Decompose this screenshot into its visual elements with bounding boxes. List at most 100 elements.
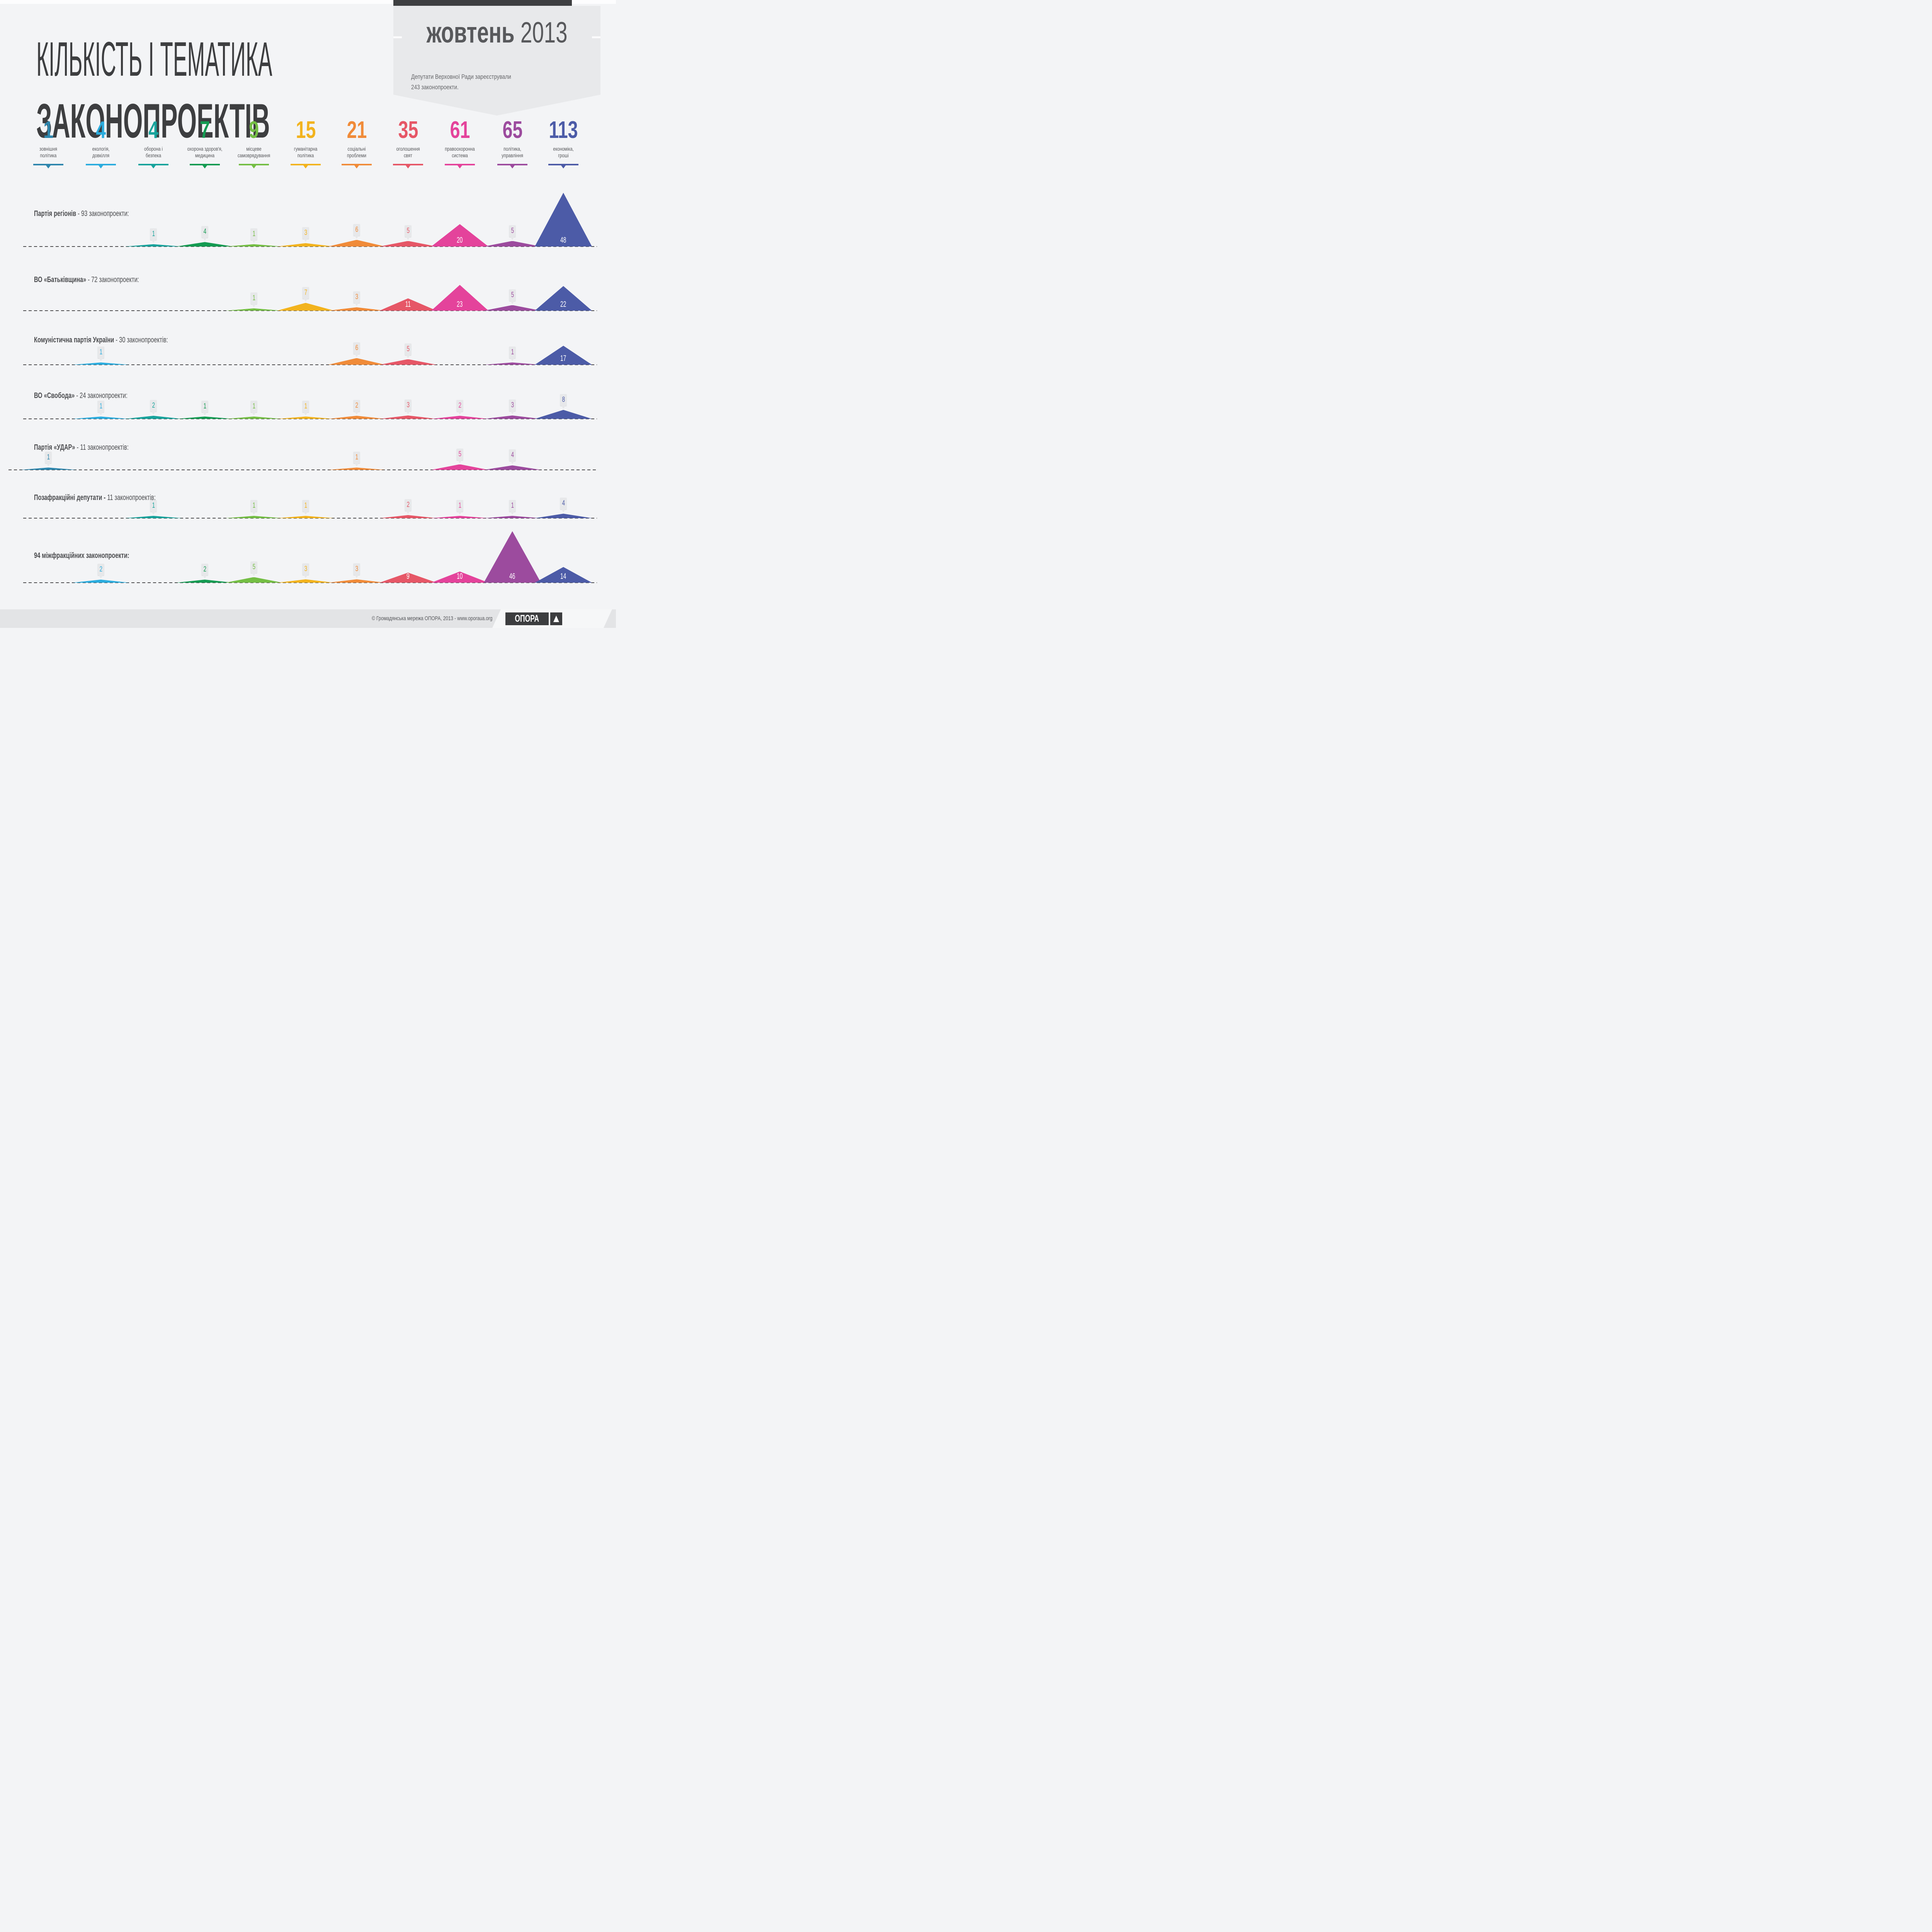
badge-notch-left bbox=[393, 36, 402, 38]
peak-оборонаі bbox=[125, 416, 182, 419]
peak-політика bbox=[484, 465, 541, 470]
row-baseline bbox=[23, 246, 597, 247]
peak-правоохоронна bbox=[431, 464, 488, 470]
peak-гуманітарна bbox=[277, 303, 334, 311]
category-pointer-icon bbox=[303, 165, 308, 168]
value-flag-body: 3 bbox=[303, 227, 309, 239]
legend-item-10: 65 політика, управління bbox=[481, 118, 543, 168]
category-count: 4 bbox=[96, 117, 106, 143]
value-flag: 1 bbox=[98, 401, 104, 415]
peak-правоохоронна bbox=[431, 416, 488, 419]
value-flag: 5 bbox=[405, 225, 411, 240]
value-flag-body: 4 bbox=[560, 498, 566, 510]
value-flag: 3 bbox=[303, 227, 309, 242]
value-flag-body: 1 bbox=[150, 228, 156, 240]
value-flag: 1 bbox=[45, 452, 51, 466]
value-flag: 3 bbox=[303, 563, 309, 578]
peak-оборонаі bbox=[125, 516, 182, 518]
value-flag-body: 1 bbox=[509, 347, 515, 358]
value-flag: 1 bbox=[251, 401, 257, 415]
row-baseline bbox=[9, 469, 597, 470]
category-underline bbox=[393, 164, 423, 165]
value-flag-body: 5 bbox=[509, 225, 515, 237]
value-flag-body: 3 bbox=[354, 291, 360, 303]
row-title-6: Позафракційні депутати - 11 законопроект… bbox=[34, 493, 156, 502]
category-count: 113 bbox=[549, 117, 578, 143]
value-flag: 1 bbox=[303, 401, 309, 415]
category-underline bbox=[497, 164, 527, 165]
peak-економіка bbox=[535, 514, 592, 518]
peak-оголошення bbox=[379, 359, 437, 365]
peak-місцеве bbox=[225, 577, 282, 583]
value-flag: 2 bbox=[405, 499, 411, 514]
date-badge: жовтень 2013 Депутати Верховної Ради зар… bbox=[393, 6, 600, 116]
legend-item-8: 35 оголошення свят bbox=[377, 118, 439, 168]
peak-value: 20 bbox=[457, 236, 463, 245]
row-baseline bbox=[23, 582, 597, 583]
value-flag: 4 bbox=[202, 226, 208, 241]
category-label: соціальні проблеми bbox=[347, 146, 366, 158]
value-flag: 2 bbox=[150, 400, 156, 415]
category-label: політика, управління bbox=[502, 146, 523, 158]
value-flag-body: 1 bbox=[354, 452, 360, 463]
value-flag-body: 5 bbox=[457, 448, 463, 460]
value-flag-body: 2 bbox=[98, 564, 104, 575]
footer: © Громадянська мережа ОПОРА, 2013 - www.… bbox=[0, 609, 616, 628]
category-pointer-icon bbox=[354, 165, 359, 168]
category-count: 1 bbox=[43, 117, 53, 143]
category-pointer-icon bbox=[561, 165, 566, 168]
peak-value: 46 bbox=[509, 572, 515, 581]
value-flag-body: 6 bbox=[354, 342, 360, 354]
peak-місцеве bbox=[225, 516, 282, 518]
footer-copyright: © Громадянська мережа ОПОРА, 2013 - www.… bbox=[371, 615, 492, 622]
peak-value: 23 bbox=[457, 300, 463, 309]
peak-оборонаі bbox=[125, 244, 182, 247]
row-title-1: Партія регіонів - 93 законопроекти: bbox=[34, 209, 129, 218]
value-flag-body: 2 bbox=[457, 400, 463, 412]
badge-date: жовтень 2013 bbox=[426, 16, 568, 49]
category-underline bbox=[342, 164, 372, 165]
row-baseline bbox=[23, 418, 597, 419]
value-flag-body: 1 bbox=[303, 401, 309, 412]
legend-item-5: 9 місцеве самоврядування bbox=[223, 118, 285, 168]
category-pointer-icon bbox=[510, 165, 515, 168]
value-flag-body: 1 bbox=[251, 401, 257, 412]
category-label: зовнішня політика bbox=[39, 146, 57, 158]
value-flag: 1 bbox=[202, 401, 208, 415]
peak-охороназдоров'я bbox=[176, 417, 233, 419]
peak-value: 14 bbox=[560, 572, 566, 581]
category-pointer-icon bbox=[202, 165, 207, 168]
value-flag-body: 5 bbox=[405, 225, 411, 237]
value-flag: 1 bbox=[509, 500, 515, 515]
value-flag-body: 2 bbox=[150, 400, 156, 412]
value-flag: 2 bbox=[98, 564, 104, 578]
value-flag-body: 3 bbox=[405, 400, 411, 412]
category-underline bbox=[86, 164, 116, 165]
value-flag: 5 bbox=[509, 225, 515, 240]
category-count: 61 bbox=[450, 117, 470, 143]
value-flag-body: 2 bbox=[202, 564, 208, 575]
row-baseline bbox=[23, 518, 597, 519]
value-flag: 5 bbox=[457, 448, 463, 463]
legend-item-2: 4 екологія, довкілля bbox=[70, 118, 132, 168]
row-title-5: Партія «УДАР» - 11 законопроектів: bbox=[34, 443, 129, 452]
value-flag-body: 5 bbox=[251, 561, 257, 573]
category-label: економіка, гроші bbox=[553, 146, 574, 158]
opora-logo-text: ОПОРА bbox=[505, 612, 549, 625]
peak-політика bbox=[484, 305, 541, 311]
category-pointer-icon bbox=[406, 165, 410, 168]
peak-оголошення bbox=[379, 415, 437, 419]
category-underline bbox=[190, 164, 220, 165]
category-pointer-icon bbox=[457, 165, 462, 168]
value-flag: 3 bbox=[354, 563, 360, 578]
category-pointer-icon bbox=[99, 165, 103, 168]
value-flag-body: 2 bbox=[405, 499, 411, 511]
category-count: 9 bbox=[249, 117, 259, 143]
category-count: 7 bbox=[200, 117, 210, 143]
opora-logo-mark bbox=[550, 612, 562, 625]
peak-гуманітарна bbox=[277, 579, 334, 583]
value-flag: 5 bbox=[405, 343, 411, 358]
value-flag: 5 bbox=[509, 289, 515, 304]
value-flag: 7 bbox=[303, 287, 309, 302]
category-pointer-icon bbox=[46, 165, 51, 168]
